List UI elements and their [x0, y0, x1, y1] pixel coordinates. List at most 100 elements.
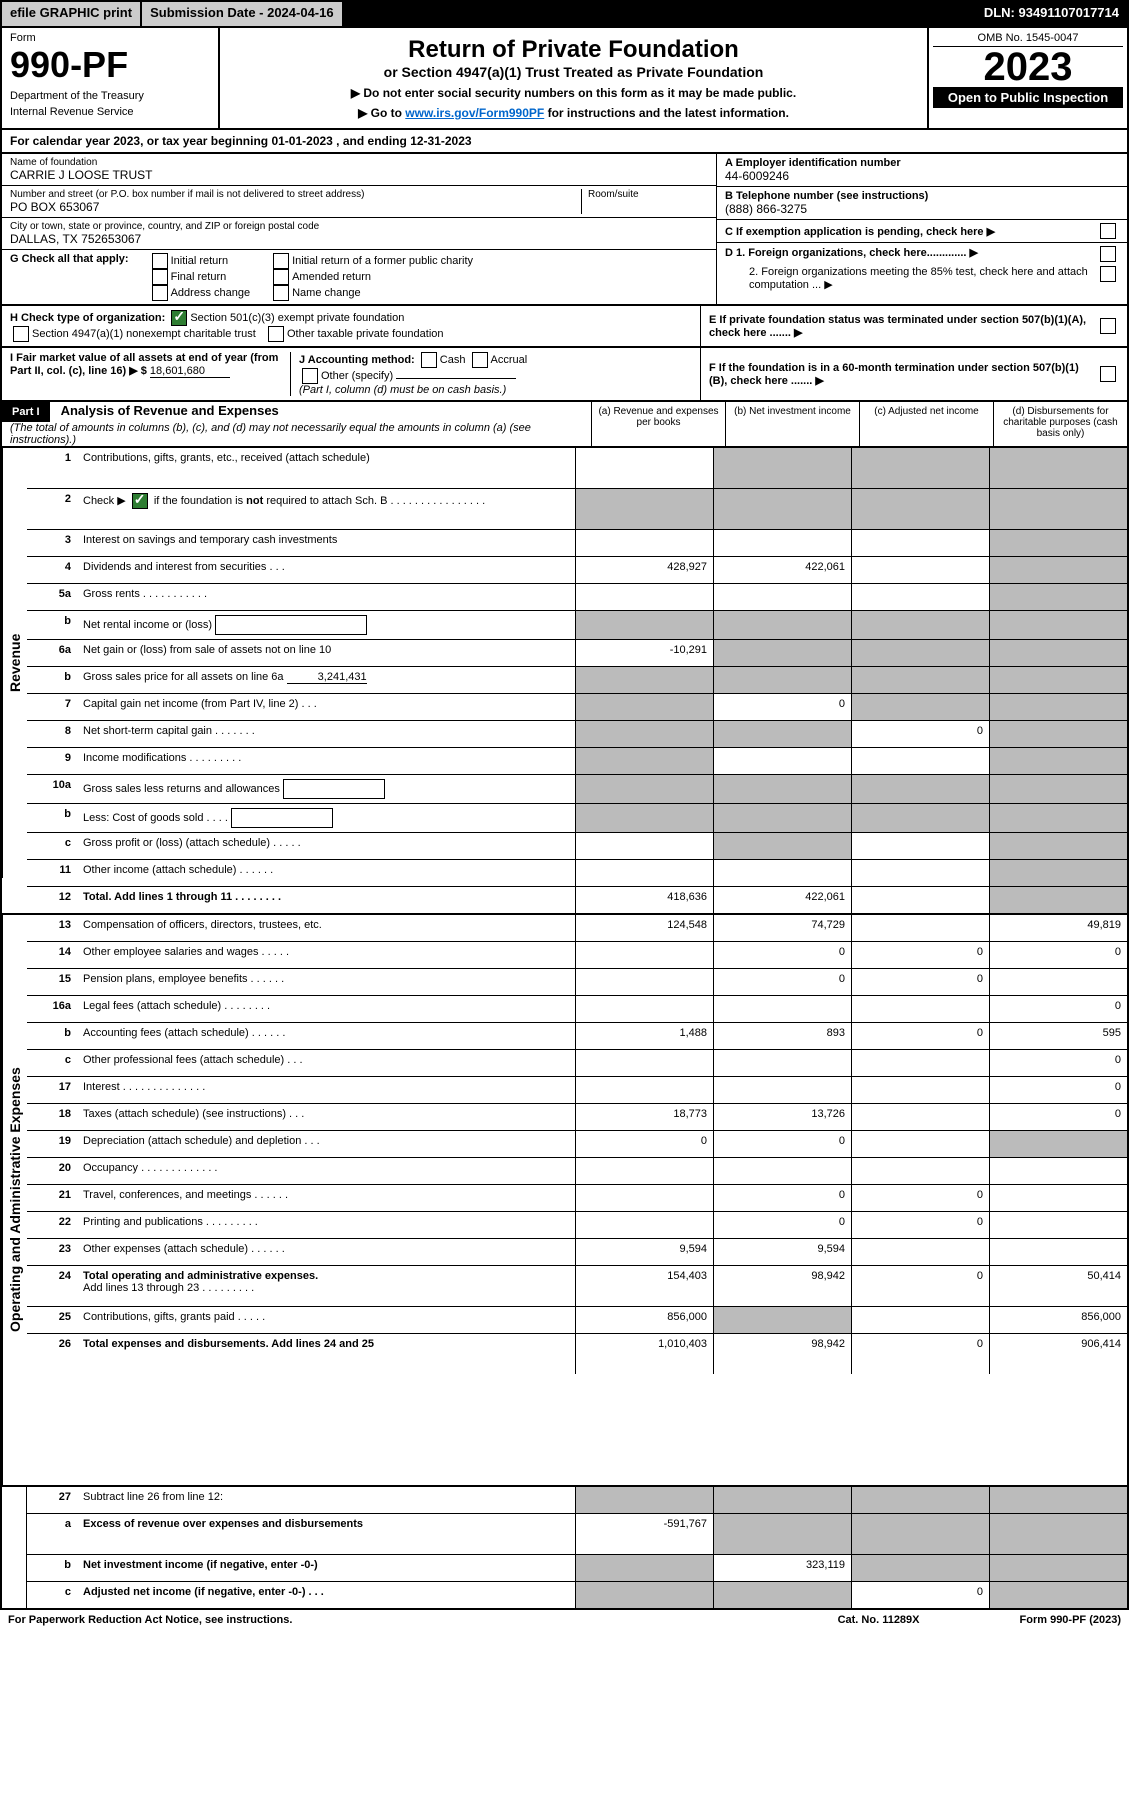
- c-checkbox[interactable]: [1100, 223, 1116, 239]
- f-cell: F If the foundation is in a 60-month ter…: [700, 348, 1127, 400]
- l26c: 0: [851, 1334, 989, 1374]
- l2-text: if the foundation is not required to att…: [154, 495, 485, 507]
- l22b: 0: [713, 1212, 851, 1238]
- line-27a-label: Excess of revenue over expenses and disb…: [77, 1514, 575, 1554]
- line-9-label: Income modifications . . . . . . . . .: [77, 748, 575, 774]
- accrual-checkbox[interactable]: [472, 352, 488, 368]
- 4947-checkbox[interactable]: [13, 326, 29, 342]
- initial-former-checkbox[interactable]: [273, 253, 289, 269]
- cash-checkbox[interactable]: [421, 352, 437, 368]
- l23a: 9,594: [575, 1239, 713, 1265]
- city-label: City or town, state or province, country…: [10, 221, 708, 232]
- name-change-checkbox[interactable]: [273, 285, 289, 301]
- f-checkbox[interactable]: [1100, 366, 1116, 382]
- l24b: 98,942: [713, 1266, 851, 1306]
- l24a: 154,403: [575, 1266, 713, 1306]
- e-cell: E If private foundation status was termi…: [700, 306, 1127, 346]
- 501c3-checkbox[interactable]: [171, 310, 187, 326]
- l2-not: not: [246, 495, 263, 507]
- line-27c-label: Adjusted net income (if negative, enter …: [77, 1582, 575, 1608]
- line-3-label: Interest on savings and temporary cash i…: [77, 530, 575, 556]
- l12b: 422,061: [713, 887, 851, 913]
- room-label: Room/suite: [588, 189, 708, 200]
- h-4947: Section 4947(a)(1) nonexempt charitable …: [32, 328, 256, 340]
- header-right: OMB No. 1545-0047 2023 Open to Public In…: [927, 28, 1127, 128]
- header-center: Return of Private Foundation or Section …: [220, 28, 927, 128]
- c-label: C If exemption application is pending, c…: [725, 225, 1097, 238]
- cal-mid: , and ending: [333, 134, 410, 148]
- irs-link[interactable]: www.irs.gov/Form990PF: [405, 106, 544, 120]
- addr-label: Number and street (or P.O. box number if…: [10, 189, 581, 200]
- g-address: Address change: [171, 287, 251, 299]
- col-d-header: (d) Disbursements for charitable purpose…: [993, 402, 1127, 446]
- line-12-label: Total. Add lines 1 through 11 . . . . . …: [77, 887, 575, 913]
- l4b: 422,061: [713, 557, 851, 583]
- efile-label: efile GRAPHIC print: [2, 2, 142, 26]
- schb-checkbox[interactable]: [132, 493, 148, 509]
- h-left: H Check type of organization: Section 50…: [2, 306, 700, 346]
- city-cell: City or town, state or province, country…: [2, 218, 716, 250]
- i-value: 18,601,680: [150, 365, 230, 378]
- address-cell: Number and street (or P.O. box number if…: [2, 186, 716, 218]
- line-15-label: Pension plans, employee benefits . . . .…: [77, 969, 575, 995]
- revenue-table: Revenue 1Contributions, gifts, grants, e…: [0, 448, 1129, 915]
- l26a: 1,010,403: [575, 1334, 713, 1374]
- amended-checkbox[interactable]: [273, 269, 289, 285]
- top-bar: efile GRAPHIC print Submission Date - 20…: [0, 0, 1129, 28]
- line-8-label: Net short-term capital gain . . . . . . …: [77, 721, 575, 747]
- col-c-header: (c) Adjusted net income: [859, 402, 993, 446]
- other-taxable-checkbox[interactable]: [268, 326, 284, 342]
- j-accrual: Accrual: [491, 354, 528, 366]
- note2-pre: ▶ Go to: [358, 106, 405, 120]
- address-change-checkbox[interactable]: [152, 285, 168, 301]
- l16b-a: 1,488: [575, 1023, 713, 1049]
- g-name-change: Name change: [292, 287, 361, 299]
- cal-begin: 01-01-2023: [271, 134, 332, 148]
- line-10c-label: Gross profit or (loss) (attach schedule)…: [77, 833, 575, 859]
- line-6b-label: Gross sales price for all assets on line…: [77, 667, 575, 693]
- line-10a-label: Gross sales less returns and allowances: [77, 775, 575, 803]
- l19a: 0: [575, 1131, 713, 1157]
- phone: (888) 866-3275: [725, 202, 1119, 216]
- line-10b-label: Less: Cost of goods sold . . . .: [77, 804, 575, 832]
- tax-year: 2023: [933, 47, 1123, 87]
- part1-badge: Part I: [2, 402, 50, 422]
- revenue-rows: 1Contributions, gifts, grants, etc., rec…: [27, 448, 1127, 913]
- footer-right: Form 990-PF (2023): [1020, 1614, 1121, 1626]
- l14c: 0: [851, 942, 989, 968]
- line-17-label: Interest . . . . . . . . . . . . . .: [77, 1077, 575, 1103]
- d1-checkbox[interactable]: [1100, 246, 1116, 262]
- ein: 44-6009246: [725, 169, 1119, 183]
- goto-note: ▶ Go to www.irs.gov/Form990PF for instru…: [228, 106, 919, 120]
- l13b: 74,729: [713, 915, 851, 941]
- other-method-checkbox[interactable]: [302, 368, 318, 384]
- d2-checkbox[interactable]: [1100, 266, 1116, 282]
- form-subtitle: or Section 4947(a)(1) Trust Treated as P…: [228, 64, 919, 80]
- line-16c-label: Other professional fees (attach schedule…: [77, 1050, 575, 1076]
- c-cell: C If exemption application is pending, c…: [717, 220, 1127, 243]
- col-a-header: (a) Revenue and expenses per books: [591, 402, 725, 446]
- footer-mid: Cat. No. 11289X: [838, 1614, 920, 1626]
- l16c-d: 0: [989, 1050, 1127, 1076]
- d1-label: D 1. Foreign organizations, check here..…: [725, 246, 1097, 262]
- l18b: 13,726: [713, 1104, 851, 1130]
- initial-return-checkbox[interactable]: [152, 253, 168, 269]
- h-501c3: Section 501(c)(3) exempt private foundat…: [190, 312, 404, 324]
- foundation-name-cell: Name of foundation CARRIE J LOOSE TRUST: [2, 154, 716, 186]
- e-checkbox[interactable]: [1100, 318, 1116, 334]
- expenses-side-label: Operating and Administrative Expenses: [2, 915, 27, 1485]
- e-label: E If private foundation status was termi…: [709, 314, 1097, 339]
- foundation-name: CARRIE J LOOSE TRUST: [10, 168, 708, 182]
- l26b: 98,942: [713, 1334, 851, 1374]
- g-label: G Check all that apply:: [10, 253, 129, 265]
- revenue-side-label: Revenue: [2, 448, 27, 878]
- ij-left: I Fair market value of all assets at end…: [2, 348, 700, 400]
- final-return-checkbox[interactable]: [152, 269, 168, 285]
- part1-title: Analysis of Revenue and Expenses: [53, 403, 279, 418]
- city: DALLAS, TX 752653067: [10, 232, 708, 246]
- expenses-rows: 13Compensation of officers, directors, t…: [27, 915, 1127, 1485]
- l2-pre: Check ▶: [83, 495, 126, 507]
- l10a-text: Gross sales less returns and allowances: [83, 783, 280, 795]
- l21c: 0: [851, 1185, 989, 1211]
- other-specify-line: [396, 378, 516, 379]
